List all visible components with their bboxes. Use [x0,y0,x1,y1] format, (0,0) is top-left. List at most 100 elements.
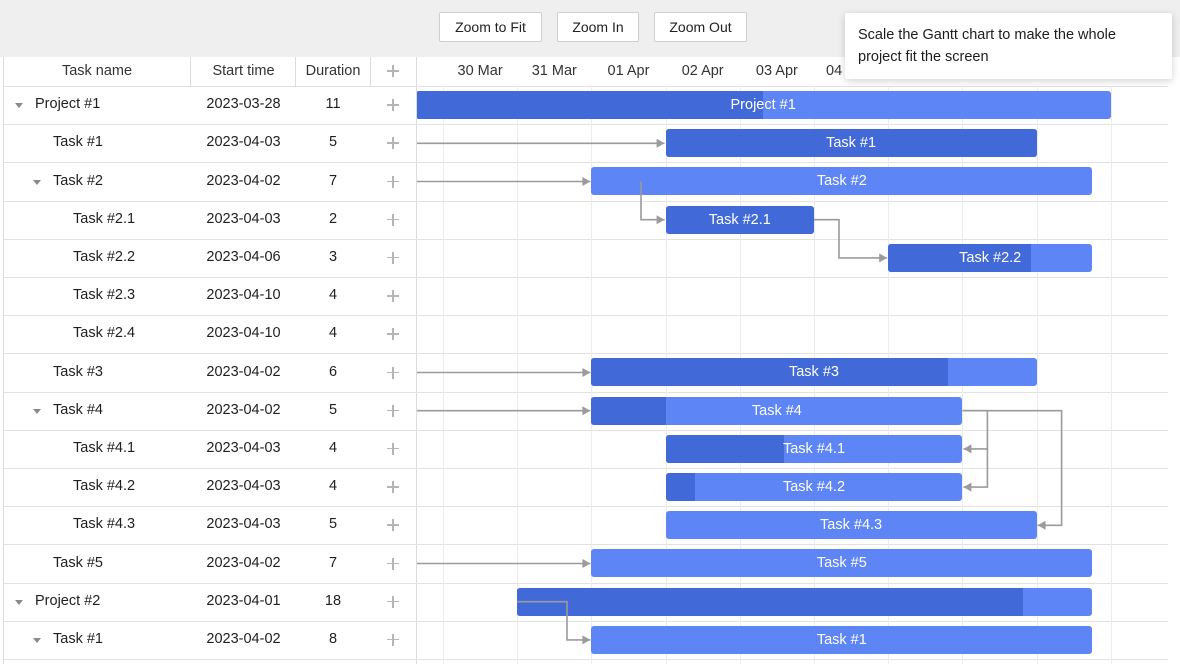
column-header-task-name[interactable]: Task name [61,63,133,79]
column-divider[interactable] [190,57,191,86]
task-name-cell: Task #2.3 [73,287,136,304]
duration-cell: 18 [324,592,342,609]
zoom-in-button[interactable]: Zoom In [557,12,639,42]
column-divider[interactable] [295,57,296,86]
add-subtask-icon[interactable] [387,595,399,608]
duration-cell: 4 [328,439,338,456]
timeline-gridline [1036,86,1038,664]
zoom-to-fit-button[interactable]: Zoom to Fit [439,12,542,42]
zoom-out-button[interactable]: Zoom Out [654,12,747,42]
add-subtask-icon[interactable] [387,290,399,303]
start-time-cell: 2023-04-06 [206,248,281,265]
dependency-link[interactable] [640,181,665,221]
dependency-link[interactable] [962,409,1063,527]
task-bar[interactable]: Task #2.2 [888,243,1093,272]
link-arrow-icon [1037,520,1046,530]
add-subtask-icon[interactable] [387,251,399,264]
collapse-arrow-icon[interactable] [33,408,41,414]
link-arrow-icon [963,482,972,492]
task-bar[interactable]: Task #4 [591,396,963,425]
task-name-cell: Project #1 [35,96,101,113]
task-bar[interactable] [517,587,1093,616]
column-divider[interactable] [370,57,371,86]
column-header-start-time[interactable]: Start time [212,63,275,79]
add-task-header-icon[interactable] [387,65,399,77]
start-time-cell: 2023-04-10 [206,325,281,342]
task-bar[interactable]: Task #3 [591,358,1037,387]
row-divider [4,162,1168,164]
timeline-date-label: 02 Apr [681,63,724,79]
task-bar-label: Task #4.2 [782,479,846,495]
add-subtask-icon[interactable] [387,175,399,188]
collapse-arrow-icon[interactable] [33,179,41,185]
add-subtask-icon[interactable] [387,404,399,417]
task-bar[interactable]: Project #1 [417,91,1111,119]
timeline-date-label: 30 Mar [457,63,503,79]
timeline-date-label: 04 [826,63,843,79]
dependency-link[interactable] [962,409,989,450]
task-bar[interactable]: Task #2 [591,167,1093,196]
add-subtask-icon[interactable] [387,366,399,379]
task-bar[interactable]: Task #1 [591,625,1093,654]
timeline-gridline [1110,86,1112,664]
task-bar[interactable]: Task #1 [665,129,1037,158]
row-divider [4,544,1168,546]
row-divider [4,506,1168,508]
link-arrow-icon [582,635,591,645]
dependency-link[interactable] [963,448,989,488]
task-progress [517,587,1024,616]
row-divider [4,391,1168,393]
duration-cell: 8 [328,630,338,647]
duration-cell: 3 [328,248,338,265]
add-subtask-icon[interactable] [387,213,399,226]
task-bar[interactable]: Task #4.3 [665,511,1037,540]
timeline-date-label: 03 Apr [755,63,798,79]
start-time-cell: 2023-04-02 [206,172,281,189]
add-subtask-icon[interactable] [387,137,399,150]
start-time-cell: 2023-04-02 [206,401,281,418]
row-divider [4,353,1168,355]
add-subtask-icon[interactable] [387,633,399,646]
add-subtask-icon[interactable] [387,99,399,112]
row-divider [4,238,1168,240]
column-header-duration[interactable]: Duration [305,63,361,79]
task-bar[interactable]: Task #5 [591,549,1093,578]
task-name-cell: Task #5 [53,554,103,571]
add-subtask-icon[interactable] [387,557,399,570]
task-name-cell: Task #4.1 [73,439,136,456]
dependency-links [417,138,1063,645]
task-bar[interactable]: Task #2.1 [665,205,814,234]
task-name-cell: Task #2.4 [73,325,136,342]
task-name-cell: Task #2 [53,172,103,189]
start-time-cell: 2023-04-01 [206,592,281,609]
collapse-arrow-icon[interactable] [15,599,23,605]
grid-timeline-divider[interactable] [416,57,417,664]
timeline-gridline [443,86,444,664]
start-time-cell: 2023-03-28 [206,96,281,113]
dependency-link[interactable] [517,600,591,641]
task-bar[interactable]: Task #4.2 [665,473,963,501]
task-progress [591,358,948,387]
start-time-cell: 2023-04-03 [206,478,281,495]
dependency-link[interactable] [814,218,888,259]
collapse-arrow-icon[interactable] [15,103,23,109]
task-progress [665,129,1037,158]
add-subtask-icon[interactable] [387,481,399,494]
collapse-arrow-icon[interactable] [33,637,41,643]
duration-cell: 5 [328,134,338,151]
row-divider [4,582,1168,584]
row-divider [4,429,1168,431]
start-time-cell: 2023-04-02 [206,630,281,647]
gantt-container: Task name Start time Duration Project #1… [3,57,1168,664]
add-subtask-icon[interactable] [387,519,399,532]
task-name-cell: Task #2.1 [73,210,136,227]
timeline-date-label: 01 Apr [607,63,650,79]
row-divider [4,277,1168,278]
duration-cell: 4 [328,325,338,342]
link-arrow-icon [582,406,591,416]
task-progress [665,473,696,501]
add-subtask-icon[interactable] [387,442,399,455]
add-subtask-icon[interactable] [387,328,399,341]
task-bar[interactable]: Task #4.1 [665,434,963,463]
